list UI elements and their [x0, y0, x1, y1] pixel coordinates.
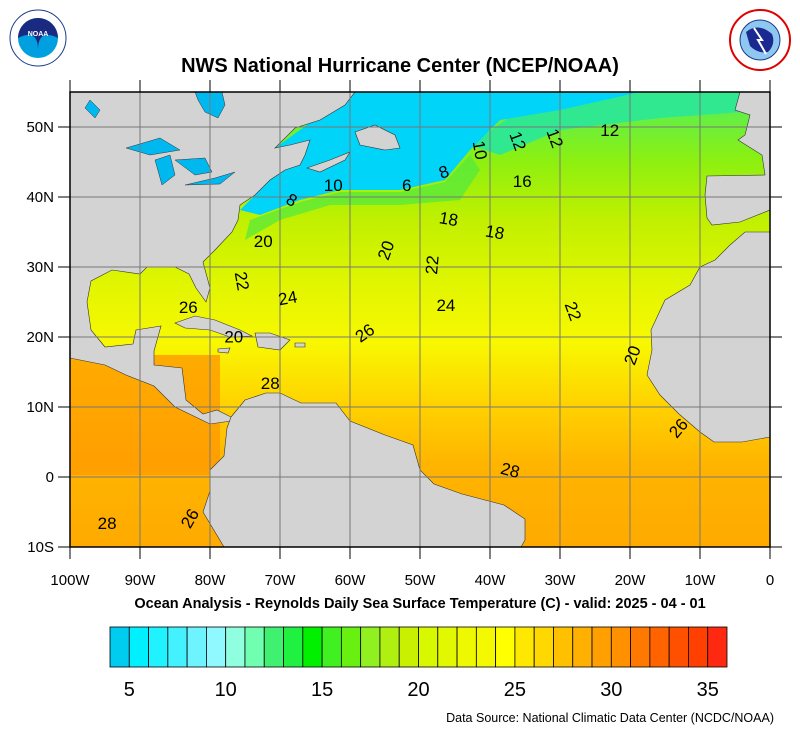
contour-label: 10: [469, 139, 491, 161]
colorbar-label: 10: [215, 679, 237, 700]
colorbar-cell: [340, 626, 362, 668]
land-cuba: [174, 315, 254, 338]
contour-label: 20: [224, 327, 243, 346]
colorbar-cell: [321, 626, 342, 668]
contour-label: 12: [600, 121, 619, 140]
y-tick-label: 30N: [26, 259, 54, 276]
colorbar-cell: [418, 626, 439, 668]
colorbar-cell: [128, 626, 149, 668]
land-europe: [704, 92, 770, 226]
colorbar-label: 35: [697, 679, 719, 700]
land-newfoundland: [354, 124, 401, 151]
land-puerto-rico: [294, 342, 306, 348]
land-jamaica: [217, 347, 231, 354]
contour-label: 22: [422, 255, 443, 276]
colorbar-cell: [630, 626, 651, 668]
great-lakes: [84, 99, 236, 186]
colorbar-cell: [379, 626, 400, 668]
x-tick-label: 70W: [265, 572, 297, 589]
page-title: NWS National Hurricane Center (NCEP/NOAA…: [181, 55, 619, 77]
colorbar-cell: [398, 626, 419, 668]
map-subtitle: Ocean Analysis - Reynolds Daily Sea Surf…: [134, 596, 706, 612]
x-tick-label: 30W: [545, 572, 577, 589]
contour-label: 20: [254, 232, 273, 251]
noaa-logo: NOAA: [9, 9, 67, 67]
y-tick-label: 50N: [26, 119, 54, 136]
colorbar-cell: [495, 626, 516, 668]
x-tick-label: 0: [766, 572, 774, 589]
contour-label: 24: [436, 296, 455, 315]
y-tick-label: 0: [46, 469, 54, 486]
colorbar-cell: [167, 626, 188, 668]
colorbar-cell: [109, 626, 130, 668]
colorbar-cell: [283, 626, 304, 668]
colorbar-label: 5: [124, 679, 135, 700]
colorbar-cell: [514, 626, 535, 668]
y-tick-label: 20N: [26, 329, 54, 346]
contour-label: 6: [402, 176, 411, 195]
colorbar-cell: [302, 626, 323, 668]
cold-water-cyan: [240, 92, 640, 215]
x-tick-label: 80W: [195, 572, 227, 589]
colorbar-cell: [186, 626, 207, 668]
y-tick-label: 10S: [27, 539, 54, 556]
x-tick-label: 40W: [475, 572, 507, 589]
colorbar-cell: [360, 626, 381, 668]
colorbar: 5 10 15 20 25 30 35: [109, 626, 728, 700]
colorbar-cell: [688, 626, 709, 668]
contour-label: 28: [98, 514, 117, 533]
contour-label: 18: [438, 208, 460, 230]
contour-label: 28: [499, 459, 522, 482]
colorbar-cell: [668, 626, 689, 668]
colorbar-cell: [591, 626, 612, 668]
colorbar-cell: [572, 626, 593, 668]
colorbar-cell: [148, 626, 169, 668]
colorbar-label: 30: [600, 679, 622, 700]
contour-label: 10: [324, 176, 343, 195]
colorbar-cell: [206, 626, 227, 668]
contour-label: 18: [484, 221, 506, 243]
colorbar-cell: [610, 626, 631, 668]
noaa-logo-text: NOAA: [28, 31, 49, 38]
contour-label: 16: [513, 172, 532, 191]
x-tick-label: 10W: [685, 572, 717, 589]
colorbar-cell: [225, 626, 246, 668]
x-tick-label: 100W: [50, 572, 90, 589]
colorbar-cell: [244, 626, 265, 668]
x-tick-label: 20W: [615, 572, 647, 589]
colorbar-cell: [263, 626, 284, 668]
colorbar-cell: [475, 626, 497, 668]
colorbar-cell: [707, 626, 728, 668]
x-tick-label: 60W: [335, 572, 367, 589]
contour-label: 28: [261, 374, 280, 393]
graticule: [70, 92, 770, 547]
y-tick-label: 10N: [26, 399, 54, 416]
colorbar-label: 25: [504, 679, 526, 700]
colorbar-cell: [437, 626, 458, 668]
colorbar-cell: [456, 626, 477, 668]
contour-label: 26: [179, 298, 198, 317]
colorbar-cell: [553, 626, 574, 668]
x-tick-label: 50W: [405, 572, 437, 589]
nws-logo: [729, 9, 791, 71]
contour-label: 22: [231, 270, 253, 292]
y-tick-label: 40N: [26, 189, 54, 206]
colorbar-label: 15: [311, 679, 333, 700]
colorbar-cell: [649, 626, 670, 668]
x-tick-label: 90W: [125, 572, 157, 589]
contour-label: 24: [277, 287, 299, 309]
colorbar-cell: [533, 626, 554, 668]
land-nova-scotia: [306, 151, 351, 173]
colorbar-label: 20: [407, 679, 429, 700]
data-source: Data Source: National Climatic Data Cent…: [446, 711, 774, 725]
